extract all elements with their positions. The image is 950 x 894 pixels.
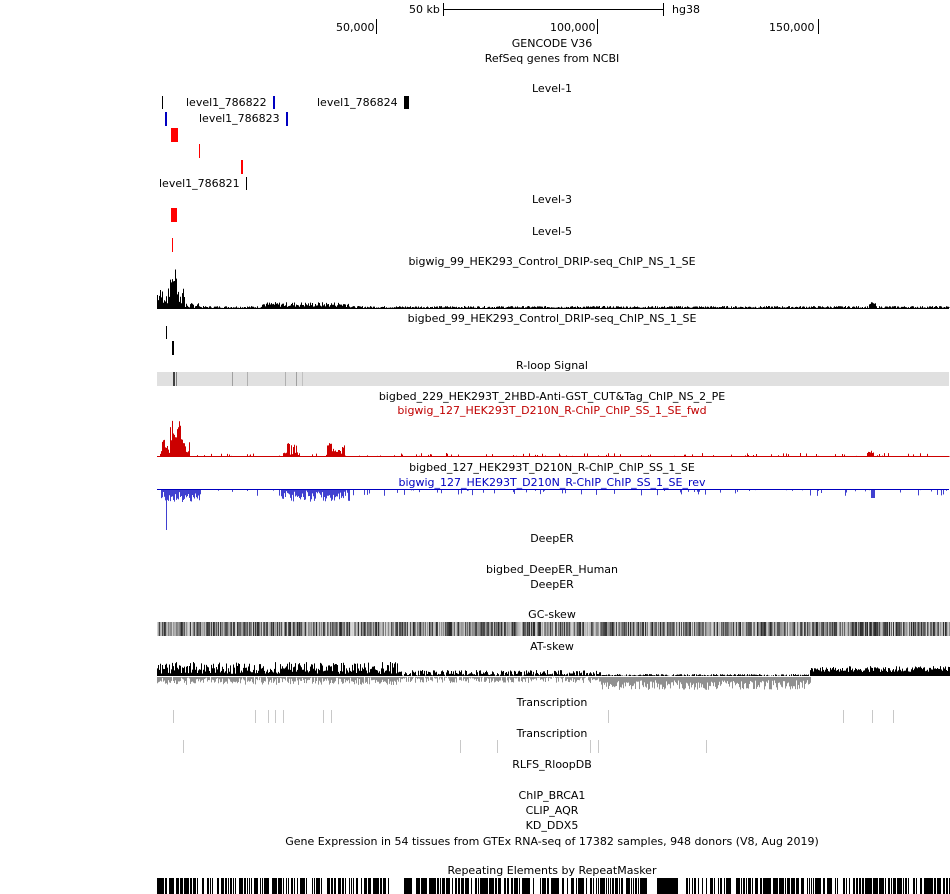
drip-bigbed-features[interactable] (166, 326, 174, 355)
track-title-rchip-rev[interactable]: bigwig_127_HEK293T_D210N_R-ChIP_ChIP_SS_… (398, 476, 706, 489)
transcription-features[interactable] (173, 710, 894, 723)
feature-label[interactable]: level1_786824 (317, 96, 398, 109)
track-title-gencode[interactable]: GENCODE V36 (511, 37, 593, 50)
feature-label[interactable]: level1_786823 (199, 112, 280, 125)
scale-bar-label: 50 kb (409, 3, 440, 16)
track-title-chip-brca1[interactable]: ChIP_BRCA1 (518, 789, 586, 802)
track-title-transcription-2[interactable]: Transcription (516, 727, 588, 740)
track-title-gtex[interactable]: Gene Expression in 54 tissues from GTEx … (285, 835, 819, 848)
rloop-signal-band (157, 372, 949, 386)
track-title-at-skew[interactable]: AT-skew (530, 640, 574, 653)
track-title-refseq[interactable]: RefSeq genes from NCBI (484, 52, 620, 65)
track-title-gst-bigbed[interactable]: bigbed_229_HEK293T_2HBD-Anti-GST_CUT&Tag… (378, 390, 726, 403)
ruler-tick-label: 150,000 (769, 21, 815, 34)
track-title-level3[interactable]: Level-3 (531, 193, 573, 206)
scale-bar (443, 3, 664, 16)
track-title-rloop-signal[interactable]: R-loop Signal (516, 359, 588, 372)
drip-bigwig-signal (157, 269, 950, 309)
track-title-drip-bigbed[interactable]: bigbed_99_HEK293_Control_DRIP-seq_ChIP_N… (407, 312, 697, 325)
transcription-features-2[interactable] (183, 740, 707, 753)
track-title-deeper-2[interactable]: DeepER (530, 578, 574, 591)
track-title-clip-aqr[interactable]: CLIP_AQR (525, 804, 579, 817)
ruler-ticks (376, 19, 819, 34)
track-title-rchip-fwd[interactable]: bigwig_127_HEK293T_D210N_R-ChIP_ChIP_SS_… (397, 404, 707, 417)
ruler-tick-label: 100,000 (550, 21, 596, 34)
repeatmasker-features[interactable] (157, 878, 950, 894)
level1-features[interactable] (162, 96, 409, 190)
track-title-level5[interactable]: Level-5 (531, 225, 573, 238)
level5-feature[interactable] (172, 238, 173, 252)
track-title-deeper[interactable]: DeepER (530, 532, 574, 545)
gc-skew-density (157, 622, 950, 636)
track-title-transcription[interactable]: Transcription (516, 696, 588, 709)
track-title-deeper-bigbed[interactable]: bigbed_DeepER_Human (485, 563, 619, 576)
rchip-fwd-signal (157, 420, 950, 457)
track-title-repeatmasker[interactable]: Repeating Elements by RepeatMasker (447, 864, 657, 877)
at-skew-signal (157, 662, 950, 690)
feature-label[interactable]: level1_786822 (186, 96, 267, 109)
track-title-rlfs[interactable]: RLFS_RloopDB (512, 758, 592, 771)
feature-label[interactable]: level1_786821 (159, 177, 240, 190)
track-title-level1[interactable]: Level-1 (531, 82, 573, 95)
track-title-rchip-bigbed[interactable]: bigbed_127_HEK293T_D210N_R-ChIP_ChIP_SS_… (409, 461, 695, 474)
track-title-kd-ddx5[interactable]: KD_DDX5 (525, 819, 579, 832)
track-title-drip-bigwig[interactable]: bigwig_99_HEK293_Control_DRIP-seq_ChIP_N… (408, 255, 696, 268)
level3-feature[interactable] (171, 208, 177, 222)
track-title-gc-skew[interactable]: GC-skew (528, 608, 576, 621)
rchip-rev-signal (157, 489, 949, 530)
assembly-label: hg38 (672, 3, 700, 16)
ruler-tick-label: 50,000 (336, 21, 375, 34)
